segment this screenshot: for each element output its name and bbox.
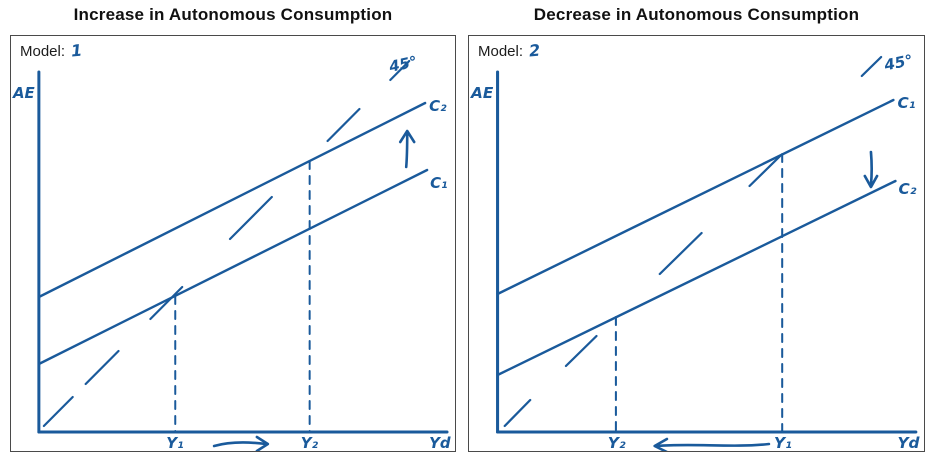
curve-c2-lower	[496, 179, 897, 377]
deg45-dash	[503, 398, 532, 428]
deg45-dash	[326, 107, 361, 143]
curve-c2-upper	[37, 101, 427, 299]
upper-curve-label: C₂	[429, 97, 447, 115]
shift-up-arrow	[398, 129, 416, 169]
model-number-handwritten: 2	[528, 40, 541, 61]
curve-c1-lower	[37, 168, 429, 366]
lower-curve-label: C₂	[898, 180, 916, 198]
deg45-dash	[658, 231, 703, 276]
x-axis-label: Yd	[429, 434, 451, 451]
model-row: Model: 2	[478, 40, 541, 61]
income-right-arrow	[212, 435, 270, 451]
deg45-dash	[860, 55, 883, 78]
decrease-diagram: AE 45° C₁ C₂ Y₂ Y₁ Yd	[470, 51, 920, 451]
increase-diagram: AE 45° C₂ C₁ Y₁ Y₂ Yd	[12, 52, 451, 451]
lower-curve-label: C₁	[430, 174, 447, 192]
deg45-dash	[228, 195, 273, 241]
line-45-degree	[42, 59, 411, 428]
y-axis-label: AE	[12, 84, 36, 102]
income-left-arrow	[653, 437, 771, 451]
model-label: Model:	[478, 43, 524, 60]
panel-increase: Increase in Autonomous Consumption Model…	[10, 0, 456, 452]
shift-down-arrow	[863, 150, 879, 189]
deg45-dash	[564, 334, 598, 368]
deg45-dash	[748, 154, 782, 188]
x-mark-y2-label: Y₂	[608, 434, 626, 451]
curve-c1-upper	[496, 98, 895, 296]
x-axis-label: Yd	[897, 434, 919, 451]
model-row: Model: 1	[20, 40, 83, 61]
panel-title-increase: Increase in Autonomous Consumption	[73, 5, 393, 24]
diagram-box-decrease: Model: 2 AE 45° C₁ C₂ Y₂	[468, 35, 925, 452]
deg45-dash	[84, 349, 120, 386]
y-axis-label: AE	[470, 84, 494, 102]
deg45-dash	[389, 59, 411, 82]
deg45-label: 45°	[882, 51, 915, 75]
line-45-degree	[503, 55, 883, 428]
deg45-dash	[42, 395, 74, 428]
panel-decrease: Decrease in Autonomous Consumption Model…	[468, 0, 925, 452]
deg45-label: 45°	[386, 52, 418, 76]
model-number-handwritten: 1	[70, 40, 83, 61]
x-mark-y1-label: Y₁	[774, 434, 792, 451]
x-mark-y2-label: Y₂	[301, 434, 319, 451]
panel-title-decrease: Decrease in Autonomous Consumption	[533, 5, 860, 24]
diagram-box-increase: Model: 1 AE 45° C₂ C₁	[10, 35, 456, 452]
x-mark-y1-label: Y₁	[166, 434, 183, 451]
upper-curve-label: C₁	[897, 94, 915, 112]
model-label: Model:	[20, 43, 66, 60]
deg45-dash	[149, 285, 184, 321]
